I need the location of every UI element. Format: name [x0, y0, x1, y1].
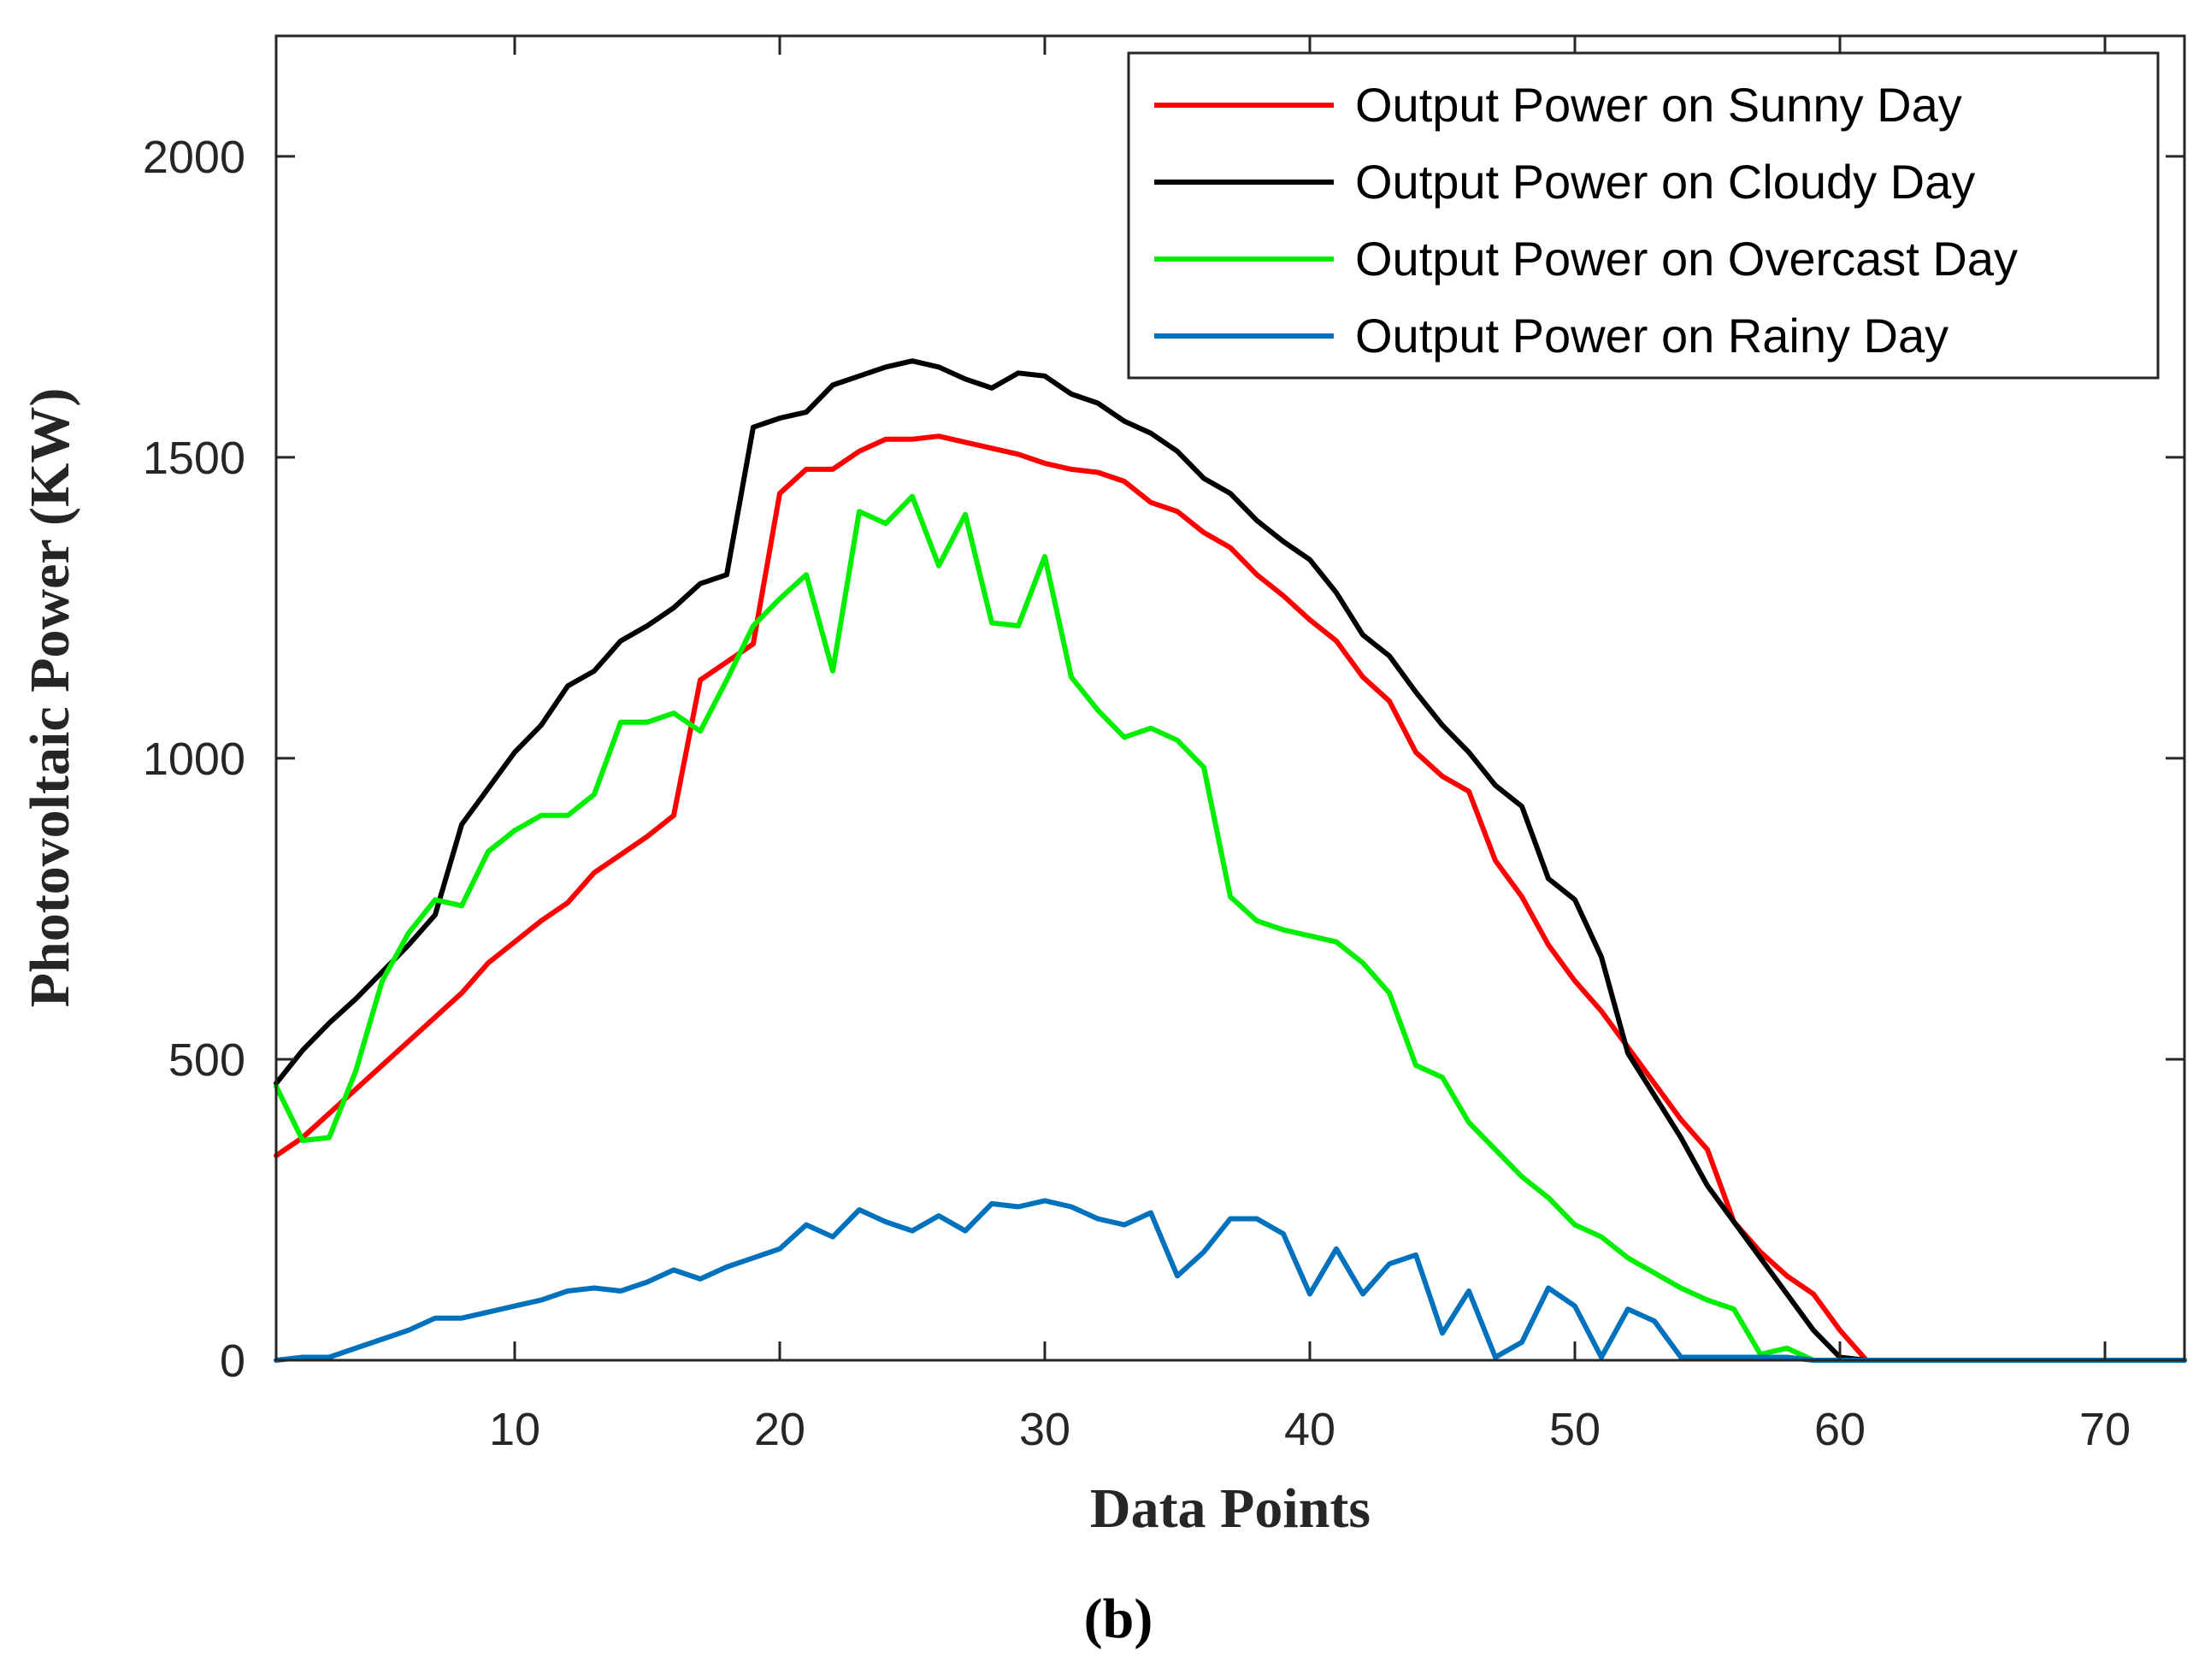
- legend-label-1: Output Power on Sunny Day: [1355, 78, 1962, 132]
- panel-label: (b): [1084, 1588, 1153, 1650]
- y-tick-label: 500: [168, 1035, 245, 1086]
- legend: Output Power on Sunny Day Output Power on…: [1127, 51, 2160, 380]
- y-tick-label: 1000: [143, 734, 245, 785]
- x-tick-label: 70: [2079, 1404, 2131, 1455]
- plot-frame: [274, 34, 2186, 1362]
- y-tick-label: 1500: [143, 433, 245, 484]
- legend-label-2: Output Power on Cloudy Day: [1355, 155, 1975, 209]
- x-tick-label: 20: [754, 1404, 805, 1455]
- y-tick-label: 0: [220, 1335, 245, 1387]
- x-tick-label: 50: [1549, 1404, 1601, 1455]
- ticks-layer: 10 20 30 40 50 60 70 0 500 1000 1500 2000: [143, 36, 2184, 1455]
- legend-label-3: Output Power on Overcast Day: [1355, 232, 2018, 286]
- x-tick-label: 60: [1814, 1404, 1866, 1455]
- x-tick-label: 10: [489, 1404, 540, 1455]
- legend-label-4: Output Power on Rainy Day: [1355, 309, 1949, 363]
- y-tick-label: 2000: [143, 132, 245, 183]
- x-axis-title: Data Points: [1090, 1477, 1371, 1540]
- x-tick-label: 40: [1284, 1404, 1335, 1455]
- y-axis-title: Photovoltaic Power (KW): [19, 388, 81, 1008]
- x-tick-label: 30: [1019, 1404, 1070, 1455]
